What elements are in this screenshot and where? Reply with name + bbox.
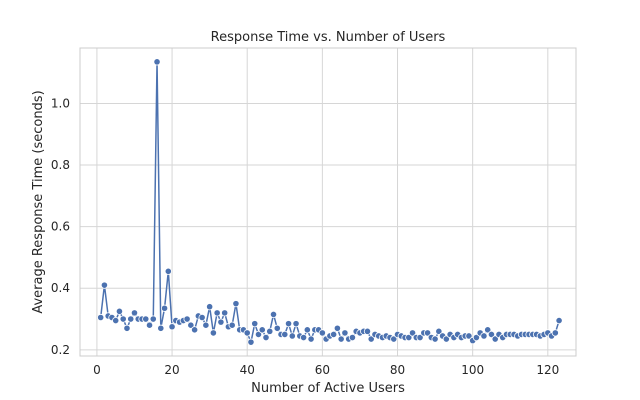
data-point [266, 327, 274, 335]
x-tick-label: 100 [461, 363, 484, 377]
data-point [130, 309, 139, 317]
x-tick-label: 40 [240, 363, 255, 377]
x-axis-label: Number of Active Users [251, 381, 405, 396]
data-point [480, 332, 488, 340]
data-point [206, 303, 214, 311]
chart-title: Response Time vs. Number of Users [211, 30, 446, 45]
data-point [292, 320, 300, 328]
tick-labels: 0 20 40 60 80 100 120 0.2 0.4 0.6 0.8 1.0 [51, 96, 559, 377]
data-point [390, 335, 398, 343]
data-point [115, 307, 124, 315]
data-point [303, 326, 311, 334]
x-tick-label: 0 [93, 363, 101, 377]
data-point [228, 321, 236, 329]
data-point [247, 338, 255, 346]
data-point [423, 329, 432, 337]
data-point [487, 330, 496, 339]
data-point [367, 335, 375, 343]
x-tick-label: 60 [315, 363, 330, 377]
data-point [251, 320, 259, 328]
data-point [465, 332, 473, 340]
data-point [97, 313, 105, 322]
data-point [435, 327, 443, 335]
y-tick-label: 0.6 [51, 220, 70, 234]
y-tick-label: 0.4 [51, 281, 70, 295]
data-point [333, 324, 341, 332]
data-point [217, 318, 225, 326]
data-point [330, 330, 338, 339]
data-point [243, 329, 251, 337]
x-tick-label: 20 [164, 363, 179, 377]
data-point [442, 335, 450, 343]
data-point [484, 326, 492, 334]
data-point [232, 300, 240, 308]
data-point [100, 281, 109, 289]
data-point [119, 315, 127, 323]
data-point [288, 332, 296, 340]
data-point [209, 329, 217, 337]
data-point [405, 333, 413, 342]
data-point [341, 329, 349, 337]
data-point [284, 320, 293, 328]
data-point [307, 335, 315, 343]
data-point [149, 315, 157, 323]
y-axis-label: Average Response Time (seconds) [31, 90, 46, 313]
x-tick-label: 120 [536, 363, 559, 377]
data-point [112, 316, 120, 325]
data-point [191, 326, 199, 334]
data-point [258, 326, 266, 334]
data-point [348, 333, 357, 342]
data-point [123, 324, 131, 332]
x-tick-label: 80 [390, 363, 405, 377]
data-point [254, 330, 263, 339]
series [97, 58, 563, 346]
data-point [183, 315, 191, 323]
data-point [202, 321, 210, 329]
y-tick-label: 0.8 [51, 158, 70, 172]
data-point [416, 333, 424, 342]
grid [80, 48, 576, 356]
data-point [555, 316, 563, 325]
data-point [160, 304, 169, 312]
data-point [491, 335, 499, 343]
data-point [472, 333, 481, 342]
data-point [164, 267, 172, 275]
data-point [145, 321, 154, 329]
data-point [363, 327, 372, 335]
data-point [157, 324, 165, 332]
data-point [168, 323, 176, 331]
plot-frame [79, 47, 577, 357]
y-tick-label: 0.2 [51, 343, 70, 357]
data-point [153, 58, 161, 66]
data-point [318, 329, 326, 337]
data-point [431, 335, 439, 343]
y-tick-label: 1.0 [51, 96, 70, 110]
data-point [337, 335, 345, 343]
data-point [408, 329, 417, 337]
data-point [221, 309, 229, 317]
data-point [551, 329, 559, 337]
data-point [127, 315, 135, 323]
data-point [281, 330, 289, 339]
data-point [187, 321, 195, 329]
data-point [142, 315, 150, 323]
data-point [198, 313, 206, 322]
data-point [213, 309, 221, 317]
data-point [273, 324, 281, 332]
data-point [299, 333, 308, 342]
data-point [269, 310, 278, 319]
data-point [262, 333, 270, 342]
